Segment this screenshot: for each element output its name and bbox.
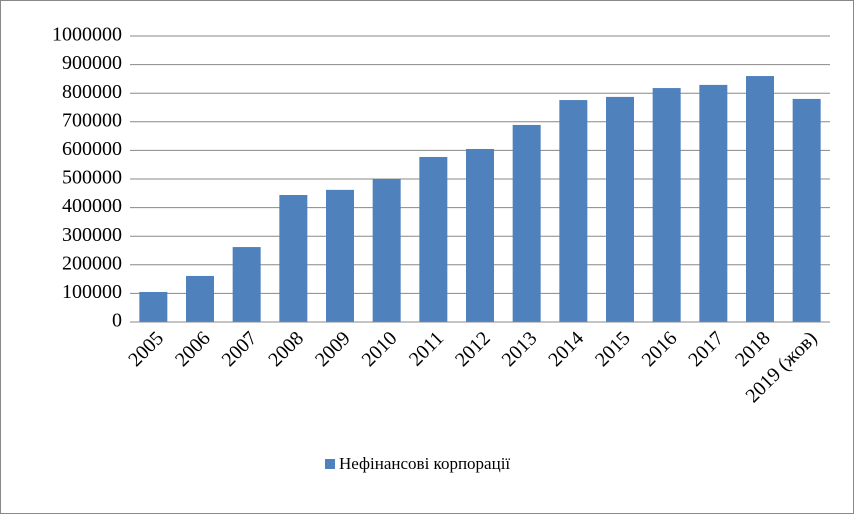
bar xyxy=(326,189,354,322)
bar xyxy=(699,84,728,322)
bar xyxy=(372,179,401,322)
bar xyxy=(279,195,308,322)
bar xyxy=(792,98,821,322)
y-tick-label: 100000 xyxy=(62,281,122,303)
legend-text: Нефінансові корпорації xyxy=(339,454,510,473)
legend-marker xyxy=(325,459,335,469)
y-tick-label: 600000 xyxy=(62,138,122,160)
y-tick-label: 500000 xyxy=(62,167,122,189)
y-tick-label: 0 xyxy=(112,310,122,332)
bar xyxy=(466,148,494,322)
bar xyxy=(606,96,634,322)
y-tick-label: 200000 xyxy=(62,252,122,274)
bar xyxy=(512,124,541,322)
y-tick-label: 700000 xyxy=(62,109,122,131)
y-tick-label: 300000 xyxy=(62,224,122,246)
bar xyxy=(232,247,261,322)
y-tick-label: 1000000 xyxy=(52,24,122,46)
bar xyxy=(652,88,681,322)
y-tick-label: 400000 xyxy=(62,195,122,217)
y-tick-label: 800000 xyxy=(62,81,122,103)
bar xyxy=(746,76,774,322)
y-tick-label: 900000 xyxy=(62,52,122,74)
bar xyxy=(419,156,448,322)
bar xyxy=(139,291,168,322)
bar xyxy=(186,275,214,322)
bar xyxy=(559,100,588,323)
